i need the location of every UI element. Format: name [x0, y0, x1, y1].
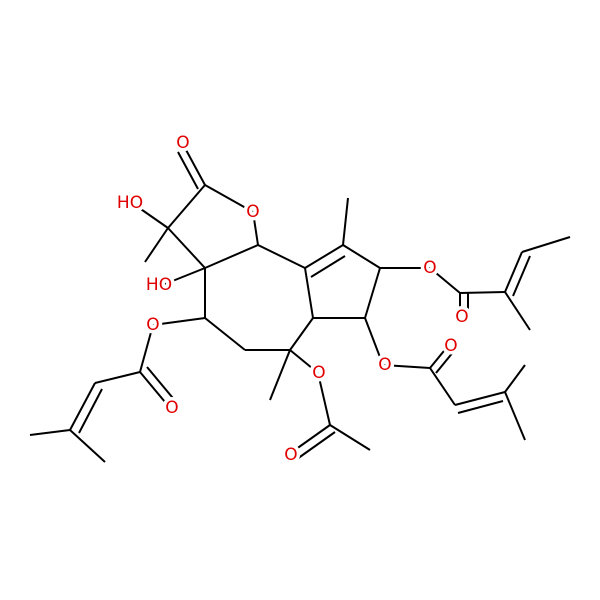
- atom-label: O: [423, 258, 436, 278]
- atom-label: O: [246, 202, 259, 222]
- atom-label: HO: [117, 193, 143, 213]
- atom-label: O: [284, 445, 297, 465]
- atom-label: HO: [146, 275, 172, 295]
- atom-label: O: [146, 315, 159, 335]
- atom-label: O: [165, 398, 178, 418]
- atom-label: O: [176, 133, 189, 153]
- atom-labels: O O HO HO O O O O O O O O: [113, 130, 472, 469]
- atom-label: O: [312, 363, 325, 383]
- bonds: [29, 147, 571, 463]
- atom-label: O: [455, 307, 468, 327]
- atom-label: O: [378, 355, 391, 375]
- atom-label: O: [444, 336, 457, 356]
